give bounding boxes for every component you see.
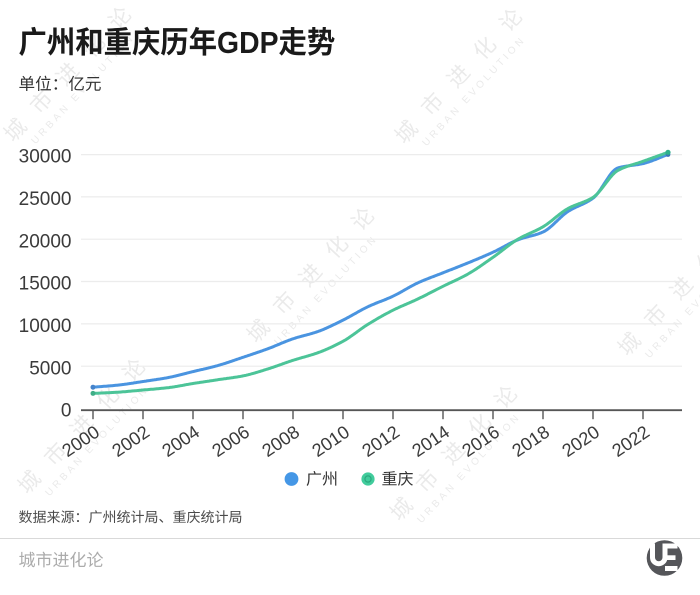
svg-text:0: 0	[61, 401, 72, 422]
svg-text:20000: 20000	[19, 231, 72, 252]
svg-text:2022: 2022	[608, 422, 653, 461]
svg-text:2010: 2010	[308, 422, 353, 461]
svg-text:15000: 15000	[19, 274, 72, 295]
svg-text:10000: 10000	[19, 316, 72, 337]
svg-text:25000: 25000	[19, 189, 72, 210]
svg-text:2018: 2018	[508, 422, 553, 461]
svg-text:2008: 2008	[258, 422, 303, 461]
svg-text:2006: 2006	[208, 422, 253, 461]
svg-text:GDP: GDP	[217, 26, 278, 60]
svg-text:30000: 30000	[19, 147, 72, 168]
svg-text:2020: 2020	[558, 422, 603, 461]
svg-text:5000: 5000	[29, 358, 71, 379]
svg-text:2004: 2004	[158, 422, 203, 461]
svg-text:2014: 2014	[408, 422, 453, 461]
svg-text:2012: 2012	[358, 422, 403, 461]
